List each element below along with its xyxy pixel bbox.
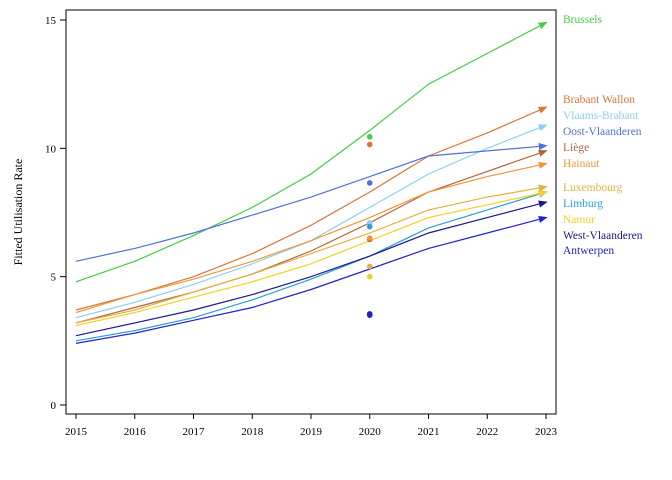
observed-point-brussels — [366, 133, 373, 140]
series-line-hainaut — [75, 161, 548, 314]
series-line-li-ge — [75, 149, 548, 324]
observed-points — [366, 133, 373, 318]
observed-point-oost-vlaanderen — [366, 180, 373, 186]
y-axis-label: Fitted Utilisation Rate — [11, 159, 25, 266]
observed-point-namur — [366, 273, 373, 280]
legend-label-west-vlaanderen: West-Vlaanderen — [563, 230, 643, 242]
observed-point-brabant-wallon — [366, 141, 373, 148]
y-tick-label: 5 — [51, 272, 57, 284]
plot-frame — [65, 9, 557, 415]
observed-point-antwerpen — [366, 312, 373, 318]
x-tick-label: 2016 — [124, 426, 147, 438]
x-tick-label: 2022 — [476, 426, 498, 438]
legend-label-hainaut: Hainaut — [563, 158, 600, 170]
y-tick-label: 10 — [45, 143, 57, 155]
series-line-west-vlaanderen — [75, 200, 548, 337]
y-tick-label: 15 — [45, 15, 57, 27]
series-line-antwerpen — [75, 215, 548, 344]
x-tick-label: 2023 — [535, 426, 558, 438]
legend-label-brabant-wallon: Brabant Wallon — [563, 94, 635, 106]
observed-point-limburg — [366, 223, 373, 230]
series-lines — [75, 21, 548, 344]
legend: Brussels Brabant Wallon Vlaams-Brabant Oost… — [563, 14, 643, 257]
x-tick-label: 2015 — [65, 426, 88, 438]
series-line-limburg — [75, 190, 548, 342]
series-line-oost-vlaanderen — [75, 142, 548, 262]
x-tick-label: 2017 — [183, 426, 206, 438]
series-line-brussels — [75, 21, 548, 283]
x-tick-label: 2021 — [418, 426, 440, 438]
legend-label-limburg: Limburg — [563, 198, 603, 210]
x-axis: 2015 2016 2017 2018 2019 2020 2021 2022 2023 — [65, 414, 558, 438]
observed-point-vlaams-brabant — [366, 219, 373, 226]
legend-label-li-ge: Liège — [563, 142, 589, 154]
y-tick-label: 0 — [51, 400, 57, 412]
series-line-vlaams-brabant — [75, 124, 548, 319]
observed-point-luxembourg — [366, 263, 373, 270]
legend-label-brussels: Brussels — [563, 14, 603, 26]
legend-label-namur: Namur — [563, 214, 595, 226]
series-line-luxembourg — [75, 184, 548, 324]
plot-border — [65, 9, 557, 415]
legend-label-vlaams-brabant: Vlaams-Brabant — [563, 110, 639, 122]
x-tick-label: 2020 — [359, 426, 382, 438]
x-tick-label: 2019 — [300, 426, 323, 438]
legend-label-luxembourg: Luxembourg — [563, 182, 622, 194]
legend-label-oost-vlaanderen: Oost-Vlaanderen — [563, 126, 642, 138]
legend-label-antwerpen: Antwerpen — [563, 245, 614, 257]
x-tick-label: 2018 — [241, 426, 264, 438]
series-line-brabant-wallon — [75, 106, 548, 311]
series-line-namur — [75, 190, 548, 326]
y-axis: 0 5 10 15 — [45, 15, 66, 412]
observed-point-hainaut — [366, 235, 373, 241]
